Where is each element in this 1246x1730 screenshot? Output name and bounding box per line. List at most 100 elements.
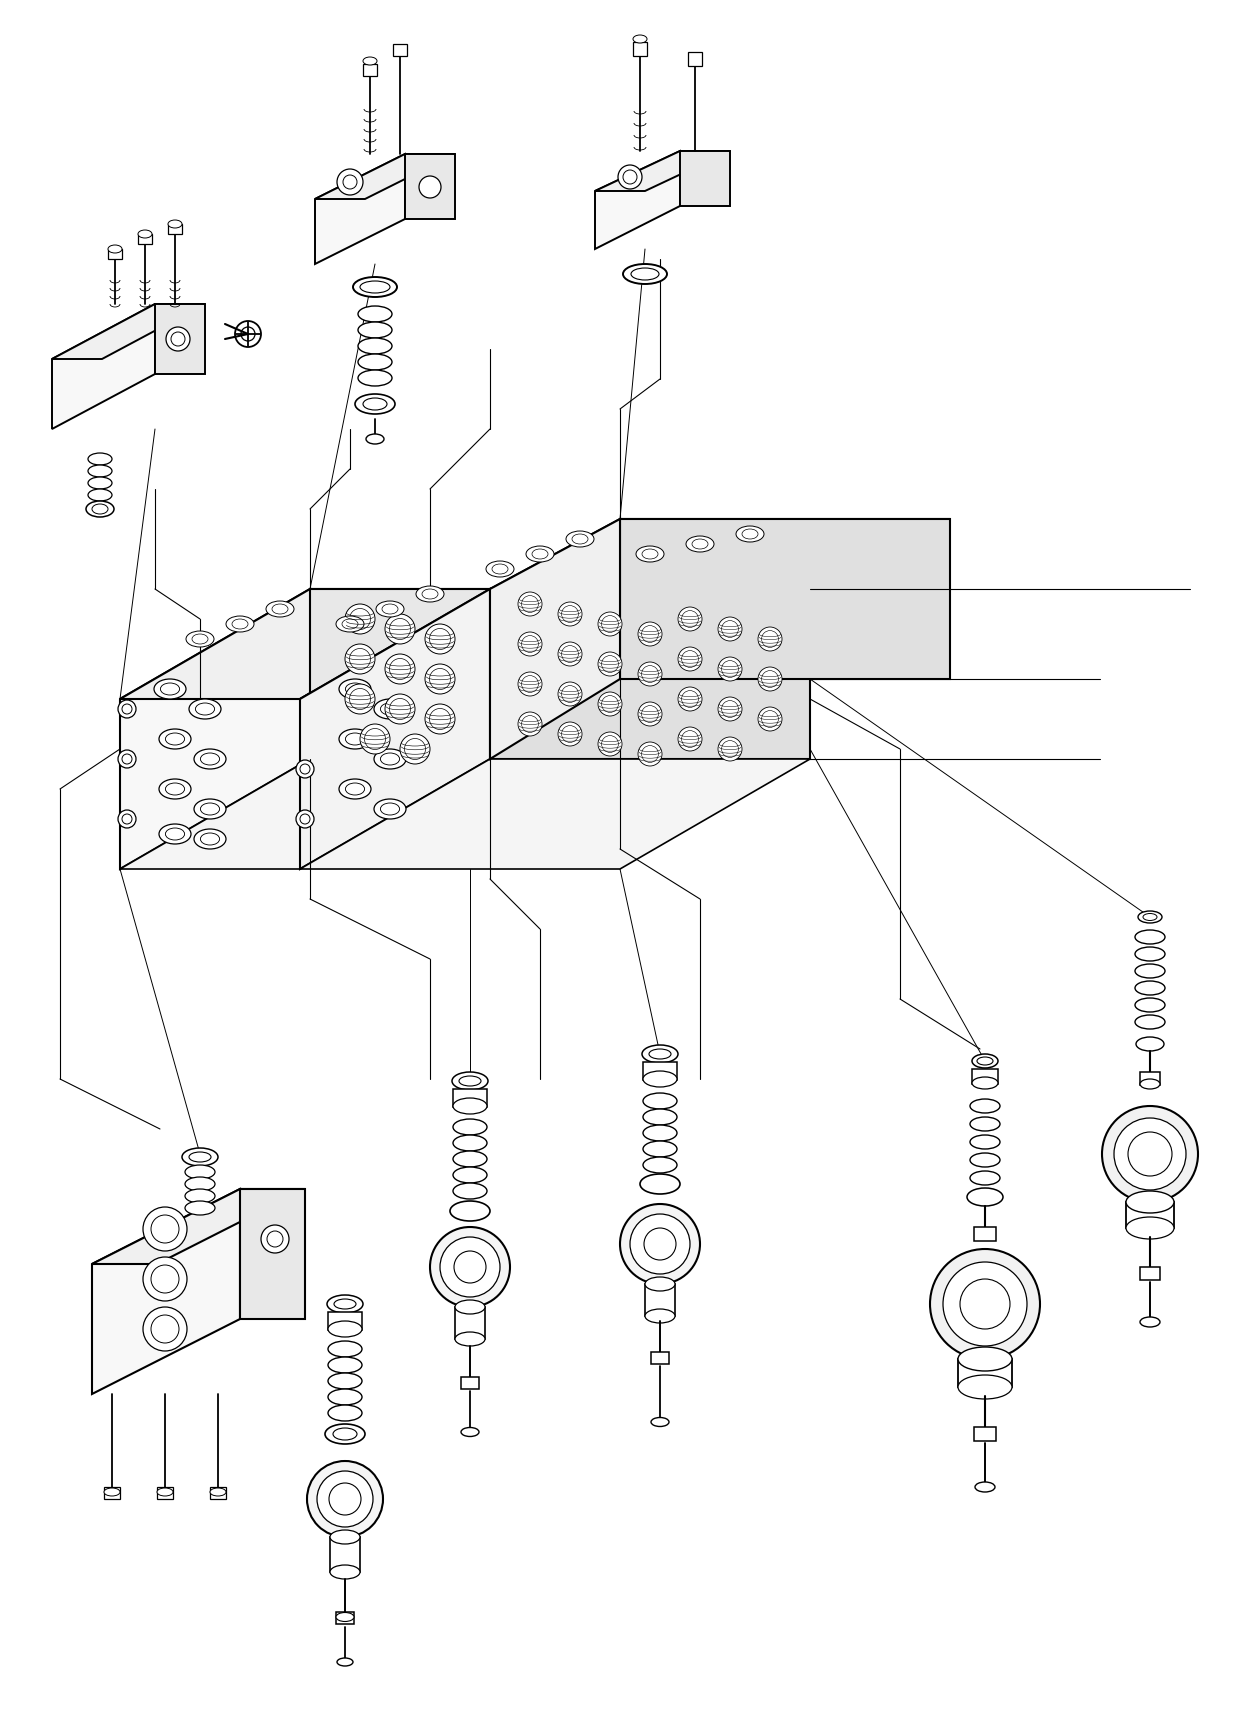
Ellipse shape — [532, 550, 548, 561]
Ellipse shape — [328, 1322, 363, 1337]
Ellipse shape — [958, 1375, 1012, 1400]
Circle shape — [151, 1315, 179, 1342]
Circle shape — [602, 695, 618, 713]
Ellipse shape — [645, 1310, 675, 1323]
Bar — [108, 249, 122, 260]
Circle shape — [385, 614, 415, 645]
Circle shape — [682, 611, 699, 628]
Ellipse shape — [645, 1277, 675, 1291]
Ellipse shape — [192, 635, 208, 645]
Ellipse shape — [328, 1389, 363, 1405]
Circle shape — [1114, 1118, 1186, 1190]
Circle shape — [602, 737, 618, 753]
Ellipse shape — [159, 780, 191, 799]
Circle shape — [518, 633, 542, 657]
Circle shape — [718, 697, 743, 721]
Bar — [454, 1090, 487, 1107]
Ellipse shape — [339, 780, 371, 799]
Ellipse shape — [339, 730, 371, 749]
Ellipse shape — [572, 535, 588, 545]
Ellipse shape — [566, 531, 594, 548]
Circle shape — [430, 709, 451, 730]
Ellipse shape — [380, 704, 400, 716]
Ellipse shape — [168, 221, 182, 228]
Circle shape — [349, 649, 370, 670]
Ellipse shape — [194, 829, 226, 849]
Circle shape — [642, 706, 658, 723]
Bar — [633, 43, 647, 57]
Circle shape — [623, 171, 637, 185]
Ellipse shape — [166, 829, 184, 841]
Circle shape — [235, 322, 260, 348]
Circle shape — [642, 626, 658, 644]
Bar — [650, 1353, 669, 1365]
Circle shape — [618, 166, 642, 190]
Ellipse shape — [461, 1427, 478, 1436]
Circle shape — [430, 630, 451, 650]
Ellipse shape — [649, 1050, 672, 1059]
Circle shape — [118, 751, 136, 768]
Ellipse shape — [358, 339, 392, 355]
Circle shape — [682, 650, 699, 668]
Circle shape — [678, 647, 701, 671]
Ellipse shape — [736, 526, 764, 543]
Ellipse shape — [1135, 981, 1165, 995]
Ellipse shape — [272, 606, 288, 614]
Ellipse shape — [211, 1488, 226, 1496]
Ellipse shape — [687, 536, 714, 552]
Ellipse shape — [88, 477, 112, 490]
Ellipse shape — [155, 680, 186, 699]
Ellipse shape — [341, 619, 358, 630]
Polygon shape — [680, 152, 730, 208]
Circle shape — [959, 1278, 1011, 1329]
Ellipse shape — [91, 379, 110, 391]
Polygon shape — [300, 759, 810, 870]
Circle shape — [638, 663, 662, 687]
Ellipse shape — [454, 1168, 487, 1183]
Polygon shape — [596, 152, 680, 249]
Ellipse shape — [1136, 1038, 1164, 1052]
Ellipse shape — [633, 36, 647, 43]
Circle shape — [642, 746, 658, 763]
Polygon shape — [405, 156, 455, 220]
Ellipse shape — [635, 547, 664, 562]
Circle shape — [297, 761, 314, 779]
Ellipse shape — [374, 799, 406, 820]
Ellipse shape — [91, 349, 110, 362]
Circle shape — [425, 625, 455, 654]
Circle shape — [440, 1237, 500, 1298]
Circle shape — [405, 739, 425, 759]
Ellipse shape — [186, 631, 214, 647]
Circle shape — [598, 692, 622, 716]
Ellipse shape — [358, 370, 392, 388]
Circle shape — [642, 666, 658, 683]
Ellipse shape — [184, 1189, 216, 1204]
Polygon shape — [490, 519, 621, 759]
Ellipse shape — [486, 562, 515, 578]
Ellipse shape — [201, 754, 219, 766]
Circle shape — [307, 1462, 383, 1538]
Ellipse shape — [643, 1109, 677, 1124]
Ellipse shape — [640, 1175, 680, 1194]
Ellipse shape — [1140, 1317, 1160, 1327]
Bar — [392, 45, 407, 57]
Ellipse shape — [184, 1178, 216, 1192]
Circle shape — [143, 1258, 187, 1301]
Ellipse shape — [194, 749, 226, 770]
Circle shape — [518, 713, 542, 737]
Ellipse shape — [526, 547, 554, 562]
Circle shape — [522, 716, 538, 734]
Circle shape — [430, 1227, 510, 1308]
Ellipse shape — [374, 699, 406, 720]
Bar — [643, 1062, 677, 1080]
Circle shape — [122, 815, 132, 825]
Circle shape — [761, 711, 779, 728]
Bar — [972, 1069, 998, 1085]
Polygon shape — [490, 590, 810, 759]
Circle shape — [518, 593, 542, 616]
Bar — [138, 235, 152, 246]
Ellipse shape — [161, 683, 179, 695]
Circle shape — [598, 612, 622, 637]
Ellipse shape — [159, 825, 191, 844]
Ellipse shape — [88, 453, 112, 465]
